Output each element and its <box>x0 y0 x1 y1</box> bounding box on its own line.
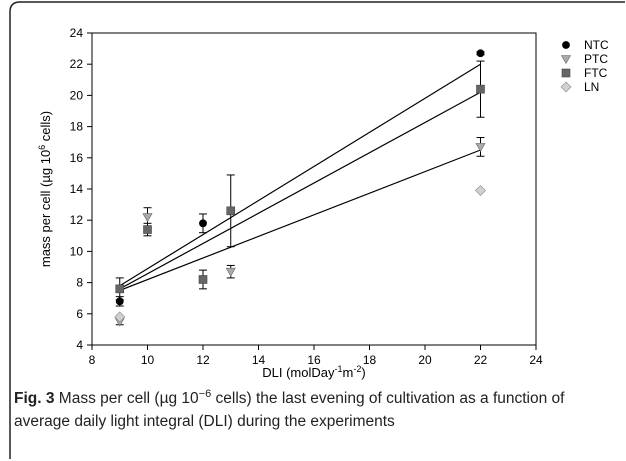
legend-label-ln: LN <box>584 80 599 94</box>
ptc-point <box>142 213 153 223</box>
y-tick-label: 18 <box>70 120 84 134</box>
ftc-point <box>143 225 152 234</box>
ln-point <box>114 311 126 323</box>
regression-line <box>119 149 481 291</box>
regression-line <box>119 63 481 287</box>
ptc-point <box>225 267 236 277</box>
x-tick-label: 22 <box>474 353 488 367</box>
figure-caption: Fig. 3 Mass per cell (µg 10−6 cells) the… <box>14 383 614 433</box>
x-tick-label: 16 <box>307 353 321 367</box>
x-tick-label: 10 <box>141 353 155 367</box>
legend-label-ntc: NTC <box>584 38 609 52</box>
caption-text-sup: −6 <box>198 388 212 400</box>
y-axis-title: mass per cell (µg 106 cells) <box>37 111 53 267</box>
points-layer <box>114 49 486 327</box>
y-tick-label: 16 <box>70 151 84 165</box>
regression-lines-layer <box>119 63 481 291</box>
x-tick-label: 20 <box>418 353 432 367</box>
ntc-point <box>199 219 207 228</box>
plot-area <box>91 32 537 346</box>
x-tick-label: 14 <box>252 353 266 367</box>
x-tick-label: 24 <box>529 353 543 367</box>
ptc-point <box>475 143 486 152</box>
y-tick-label: 6 <box>76 307 83 321</box>
caption-text-2: cells) the last evening of cultivation a… <box>14 390 565 431</box>
legend-label-ptc: PTC <box>584 52 608 66</box>
regression-line <box>119 91 481 290</box>
legend-marker-ln <box>560 81 572 93</box>
ln-point <box>475 185 486 196</box>
legend-marker-ptc <box>560 55 572 65</box>
y-tick-label: 8 <box>76 276 83 290</box>
figure-label: Fig. 3 <box>14 390 55 408</box>
legend-label-ftc: FTC <box>584 66 608 80</box>
ftc-point <box>226 206 236 216</box>
y-tick-label: 24 <box>70 26 84 40</box>
x-tick-label: 18 <box>363 353 377 367</box>
ntc-point <box>476 49 485 58</box>
chart: 8 10 12 14 16 18 20 22 24 4 6 8 10 12 14 16 18 20 22 24 DLI… <box>37 26 609 380</box>
ticks-layer: 8 10 12 14 16 18 20 22 24 4 6 8 10 12 14 16 18 20 22 24 <box>70 26 543 367</box>
ftc-point <box>476 84 485 94</box>
x-tick-label: 12 <box>196 353 210 367</box>
legend-marker-ntc <box>562 41 570 49</box>
ftc-point <box>115 284 125 294</box>
x-tick-label: 8 <box>89 353 96 367</box>
x-axis-title: DLI (molDay-1m-2) <box>262 364 365 380</box>
y-tick-label: 22 <box>70 57 84 71</box>
caption-text-1: Mass per cell (µg 10 <box>58 390 199 408</box>
y-tick-label: 4 <box>76 338 83 352</box>
y-tick-label: 10 <box>70 244 84 258</box>
ftc-point <box>198 275 208 284</box>
legend-marker-ftc <box>561 68 571 78</box>
y-tick-label: 12 <box>70 213 84 227</box>
y-tick-label: 14 <box>70 182 84 196</box>
y-tick-label: 20 <box>70 88 84 102</box>
